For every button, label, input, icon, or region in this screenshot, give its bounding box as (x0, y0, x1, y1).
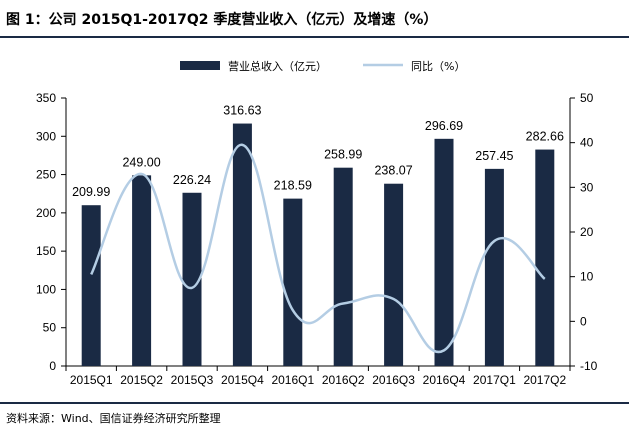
right-tick-label: 20 (580, 225, 594, 239)
x-tick-label: 2016Q2 (322, 373, 365, 387)
legend-line-label: 同比（%） (411, 60, 465, 73)
bar-value-label: 209.99 (72, 185, 110, 199)
x-tick-label: 2015Q3 (171, 373, 214, 387)
source-note: 资料来源：Wind、国信证券经济研究所整理 (6, 412, 221, 425)
left-tick-label: 50 (43, 321, 57, 335)
bar (434, 138, 454, 366)
bar-value-label: 218.59 (274, 179, 312, 193)
x-tick-label: 2016Q3 (372, 373, 415, 387)
bar-value-label: 257.45 (475, 149, 513, 163)
legend-bar-swatch (180, 61, 220, 70)
bar-value-label: 249.00 (122, 155, 160, 169)
legend-bar-label: 营业总收入（亿元） (228, 59, 327, 73)
x-tick-label: 2015Q2 (120, 373, 163, 387)
x-tick-label: 2015Q4 (221, 373, 264, 387)
bar-value-label: 296.69 (425, 119, 463, 133)
left-tick-label: 0 (49, 359, 56, 373)
left-tick-label: 300 (36, 129, 56, 143)
bar-value-label: 316.63 (223, 104, 261, 118)
left-tick-label: 200 (36, 206, 56, 220)
bar-value-label: 258.99 (324, 148, 362, 162)
right-tick-label: 10 (580, 270, 594, 284)
bar (535, 149, 555, 366)
bottom-rule (0, 402, 629, 404)
bar-value-label: 238.07 (374, 164, 412, 178)
bar-value-label: 282.66 (526, 130, 564, 144)
top-rule (0, 36, 629, 38)
right-tick-label: 40 (580, 136, 594, 150)
yoy-growth-line (90, 143, 546, 354)
x-tick-label: 2015Q1 (70, 373, 113, 387)
chart-title: 图 1：公司 2015Q1-2017Q2 季度营业收入（亿元）及增速（%） (6, 12, 438, 28)
bar (384, 183, 404, 366)
bar (333, 167, 353, 366)
left-tick-label: 350 (36, 91, 56, 105)
right-tick-label: 30 (580, 180, 594, 194)
figure-header: 图 1：公司 2015Q1-2017Q2 季度营业收入（亿元）及增速（%） (0, 0, 629, 38)
bar (81, 205, 101, 366)
x-tick-label: 2017Q1 (473, 373, 516, 387)
bar (182, 192, 202, 366)
bar (232, 123, 252, 367)
bar (132, 175, 152, 366)
chart-area: 0 50 100 150 200 250 300 350 -10 0 10 20 30 40 50 209.9… (36, 59, 598, 387)
left-tick-label: 150 (36, 244, 56, 258)
bar (484, 168, 504, 366)
x-tick-label: 2016Q4 (423, 373, 466, 387)
right-tick-label: 0 (580, 314, 587, 328)
right-tick-label: 50 (580, 91, 594, 105)
x-tick-label: 2016Q1 (271, 373, 314, 387)
right-tick-label: -10 (580, 359, 598, 373)
bar (283, 198, 303, 366)
left-tick-label: 250 (36, 168, 56, 182)
bar-value-label: 226.24 (173, 173, 211, 187)
x-tick-label: 2017Q2 (523, 373, 566, 387)
left-tick-label: 100 (36, 282, 56, 296)
